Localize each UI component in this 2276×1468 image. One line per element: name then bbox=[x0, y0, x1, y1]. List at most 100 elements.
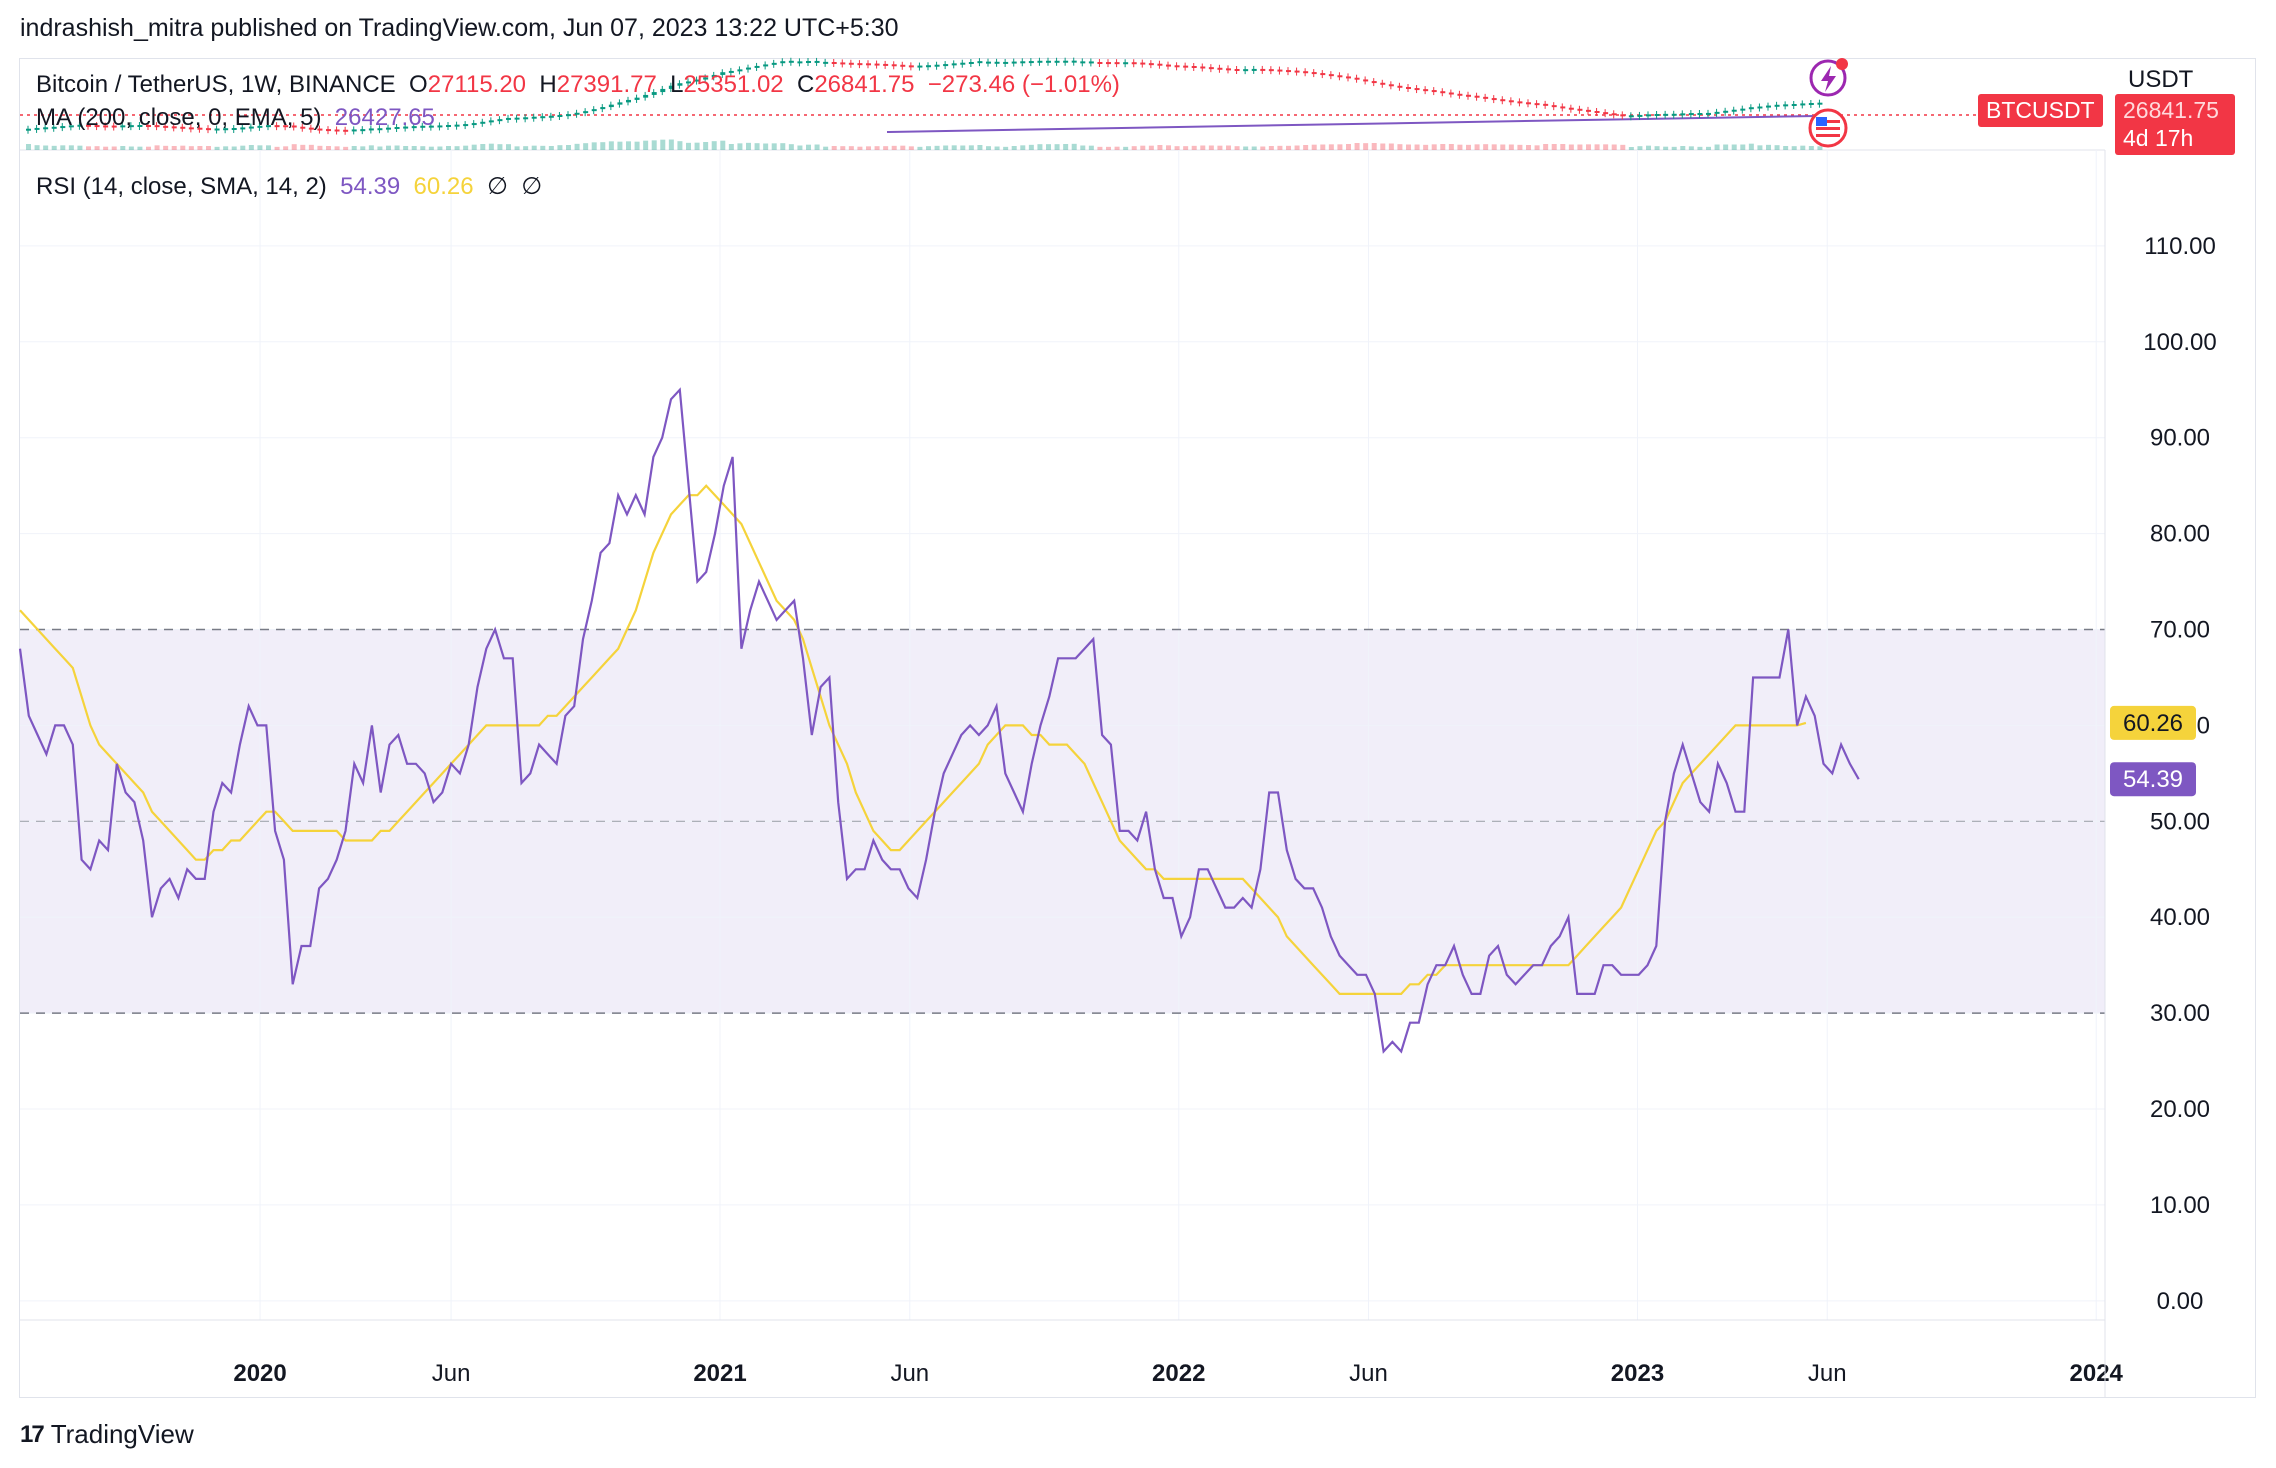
candle-body bbox=[686, 81, 691, 84]
candle-body bbox=[266, 125, 271, 128]
volume-bar bbox=[1080, 145, 1086, 150]
volume-bar bbox=[566, 145, 571, 150]
volume-bar bbox=[1131, 146, 1137, 150]
candle-body bbox=[1637, 114, 1643, 117]
volume-bar bbox=[1003, 146, 1009, 150]
candle-body bbox=[1611, 113, 1617, 116]
volume-bar bbox=[154, 145, 160, 150]
candle-body bbox=[180, 126, 186, 129]
rsi-pane: 0.0010.0020.0030.0040.0050.0060.0070.008… bbox=[18, 150, 2217, 1397]
candle-body bbox=[908, 65, 914, 68]
candle-body bbox=[154, 125, 160, 128]
candle-body bbox=[1191, 66, 1197, 68]
candle-body bbox=[737, 69, 743, 72]
volume-bar bbox=[1697, 146, 1703, 150]
volume-bar bbox=[1586, 144, 1591, 150]
candle-body bbox=[943, 64, 949, 67]
candle-body bbox=[771, 62, 777, 65]
candle-body bbox=[514, 117, 520, 120]
candle-body bbox=[1166, 64, 1171, 67]
candle-body bbox=[1286, 70, 1291, 73]
volume-bar bbox=[257, 145, 263, 150]
candle-body bbox=[1646, 114, 1651, 117]
volume-bar bbox=[1174, 146, 1180, 150]
candle-body bbox=[574, 112, 580, 115]
volume-bar bbox=[1671, 146, 1677, 150]
candle-body bbox=[394, 127, 400, 129]
volume-bar bbox=[943, 145, 949, 150]
candle-body bbox=[1363, 79, 1369, 82]
volume-bar bbox=[163, 145, 169, 150]
volume-bar bbox=[1208, 145, 1214, 150]
volume-bar bbox=[1414, 144, 1420, 150]
volume-bar bbox=[771, 143, 777, 150]
candle-body bbox=[240, 127, 246, 130]
candle-body bbox=[720, 72, 726, 75]
candle-body bbox=[86, 124, 91, 127]
candle-body bbox=[1568, 107, 1574, 110]
volume-bar bbox=[111, 146, 117, 150]
symbol-legend[interactable]: Bitcoin / TetherUS, 1W, BINANCE O27115.2… bbox=[36, 71, 1120, 99]
volume-bar bbox=[1534, 145, 1540, 150]
candle-body bbox=[1714, 111, 1720, 114]
candle-body bbox=[497, 119, 503, 122]
volume-bar bbox=[1457, 144, 1463, 150]
volume-bar bbox=[488, 143, 494, 150]
ma-value: 26427.65 bbox=[334, 104, 435, 131]
candle-body bbox=[1106, 62, 1111, 65]
candle-body bbox=[274, 125, 280, 128]
candle-body bbox=[977, 61, 983, 64]
candle-body bbox=[214, 128, 220, 131]
volume-bar bbox=[977, 145, 983, 150]
candle-body bbox=[386, 127, 391, 130]
volume-bar bbox=[1371, 143, 1377, 150]
volume-bar bbox=[1706, 146, 1711, 150]
volume-bar bbox=[540, 145, 546, 150]
volume-bar bbox=[806, 144, 811, 150]
footer-brand[interactable]: 17 TradingView bbox=[20, 1419, 194, 1450]
candle-body bbox=[814, 60, 820, 63]
volume-bar bbox=[951, 145, 957, 150]
volume-bar bbox=[146, 146, 151, 150]
volume-bar bbox=[900, 145, 906, 150]
x-tick-label: 2023 bbox=[1611, 1360, 1664, 1387]
rsi-ma-line bbox=[19, 484, 1807, 995]
empty-set-icon: ∅ bbox=[521, 173, 543, 200]
rsi-legend[interactable]: RSI (14, close, SMA, 14, 2) 54.39 60.26 … bbox=[36, 172, 542, 201]
volume-bar bbox=[428, 146, 434, 150]
volume-bar bbox=[394, 145, 400, 150]
lightning-icon[interactable] bbox=[1809, 58, 1848, 97]
volume-bar bbox=[1243, 146, 1249, 150]
candle-body bbox=[806, 61, 811, 63]
volume-bar bbox=[377, 146, 383, 150]
candle-body bbox=[900, 64, 906, 67]
volume-bar bbox=[1603, 144, 1609, 150]
candle-body bbox=[1603, 112, 1609, 115]
volume-bar bbox=[1217, 145, 1223, 150]
candle-body bbox=[866, 63, 871, 66]
volume-bar bbox=[506, 144, 511, 150]
candle-body bbox=[1080, 61, 1086, 64]
volume-bar bbox=[497, 144, 503, 150]
x-tick-label: 2022 bbox=[1152, 1360, 1205, 1387]
candle-body bbox=[891, 64, 897, 67]
currency-label[interactable]: USDT bbox=[2128, 66, 2194, 93]
candle-body bbox=[1311, 72, 1317, 75]
volume-bar bbox=[986, 146, 991, 150]
ma-legend[interactable]: MA (200, close, 0, EMA, 5) 26427.65 bbox=[36, 104, 435, 132]
volume-bar bbox=[908, 146, 914, 150]
candle-body bbox=[883, 63, 889, 66]
candle-body bbox=[677, 83, 683, 86]
candle-body bbox=[848, 62, 854, 65]
volume-bar bbox=[77, 145, 83, 150]
candle-body bbox=[583, 111, 589, 114]
candle-body bbox=[1046, 60, 1051, 63]
candle-body bbox=[651, 92, 657, 95]
candle-body bbox=[1328, 74, 1334, 77]
candle-body bbox=[1800, 103, 1806, 106]
rsi-ma-last-badge: 60.26 bbox=[2110, 705, 2196, 740]
volume-bar bbox=[1654, 146, 1660, 150]
us-flag-icon[interactable] bbox=[1808, 108, 1848, 148]
candle-body bbox=[1774, 104, 1780, 107]
